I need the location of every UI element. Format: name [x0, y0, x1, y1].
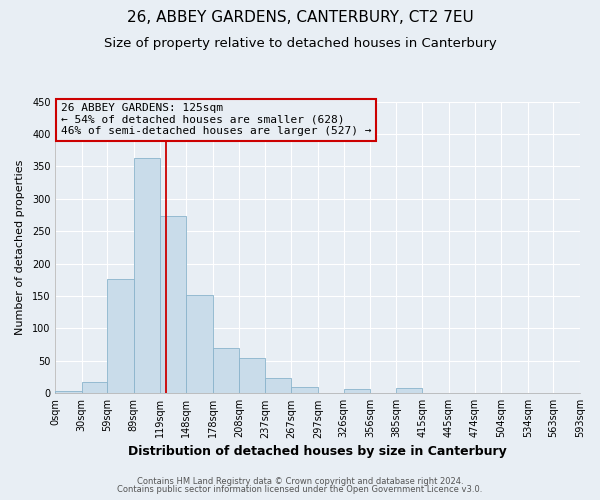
Text: Size of property relative to detached houses in Canterbury: Size of property relative to detached ho… — [104, 38, 496, 51]
Text: Contains HM Land Registry data © Crown copyright and database right 2024.: Contains HM Land Registry data © Crown c… — [137, 477, 463, 486]
Bar — [265, 378, 292, 394]
Bar — [344, 390, 370, 394]
Bar — [160, 216, 186, 394]
Bar — [55, 392, 82, 394]
Text: Contains public sector information licensed under the Open Government Licence v3: Contains public sector information licen… — [118, 485, 482, 494]
Y-axis label: Number of detached properties: Number of detached properties — [15, 160, 25, 335]
Bar — [239, 358, 265, 394]
Text: 26 ABBEY GARDENS: 125sqm
← 54% of detached houses are smaller (628)
46% of semi-: 26 ABBEY GARDENS: 125sqm ← 54% of detach… — [61, 103, 371, 136]
Bar — [449, 392, 475, 394]
Bar — [107, 278, 134, 394]
Bar — [134, 158, 160, 394]
Bar — [292, 388, 318, 394]
Text: 26, ABBEY GARDENS, CANTERBURY, CT2 7EU: 26, ABBEY GARDENS, CANTERBURY, CT2 7EU — [127, 10, 473, 25]
X-axis label: Distribution of detached houses by size in Canterbury: Distribution of detached houses by size … — [128, 444, 507, 458]
Bar — [186, 296, 212, 394]
Bar — [396, 388, 422, 394]
Bar — [528, 392, 553, 394]
Bar — [212, 348, 239, 394]
Bar — [553, 392, 580, 394]
Bar — [82, 382, 107, 394]
